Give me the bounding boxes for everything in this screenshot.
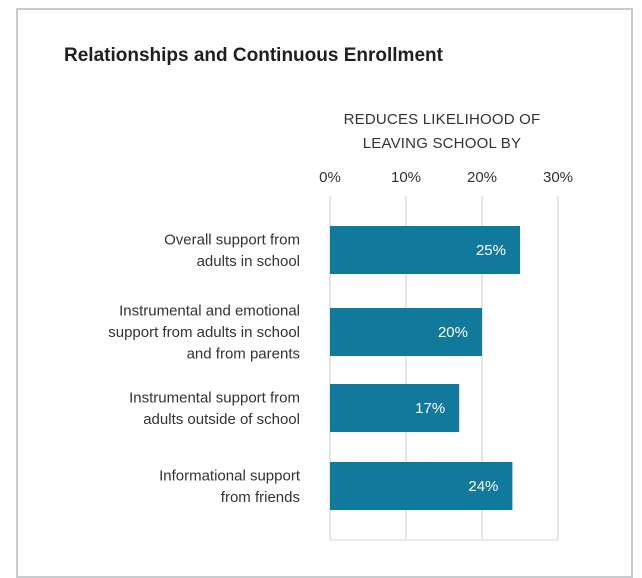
chart-plot: REDUCES LIKELIHOOD OF LEAVING SCHOOL BY 0%… [108, 111, 573, 541]
axis-title-line: LEAVING SCHOOL BY [363, 135, 521, 152]
category-label: adults in school [197, 253, 300, 270]
bar [330, 226, 520, 274]
bar [330, 308, 482, 356]
category-label: from friends [221, 489, 300, 506]
bar [330, 462, 513, 510]
bar-value-label: 24% [468, 478, 498, 495]
chart-frame [16, 8, 633, 578]
category-label: Instrumental and emotional [119, 303, 300, 320]
x-tick-label: 10% [391, 169, 421, 186]
x-tick-label: 20% [467, 169, 497, 186]
bar [330, 384, 460, 432]
category-label: and from parents [187, 346, 300, 363]
category-label: support from adults in school [108, 324, 300, 341]
bar-value-label: 20% [438, 324, 468, 341]
category-label: Informational support [159, 467, 301, 484]
x-tick-label: 0% [319, 169, 341, 186]
category-label: adults outside of school [143, 411, 300, 428]
bar-value-label: 17% [415, 400, 445, 417]
category-label: Instrumental support from [129, 389, 300, 406]
category-label: Overall support from [164, 231, 300, 248]
chart-title: Relationships and Continuous Enrollment [64, 45, 443, 66]
bar-value-label: 25% [476, 242, 506, 259]
axis-title-line: REDUCES LIKELIHOOD OF [344, 111, 541, 128]
x-tick-label: 30% [543, 169, 573, 186]
